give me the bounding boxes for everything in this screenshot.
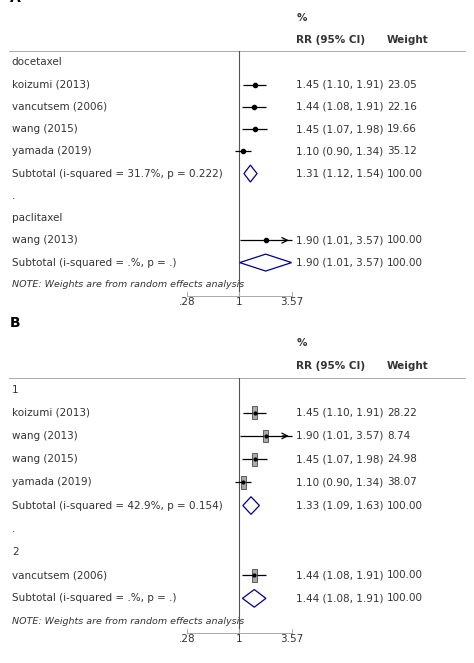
Text: %: %	[296, 338, 307, 348]
Text: wang (2015): wang (2015)	[12, 454, 78, 464]
Text: paclitaxel: paclitaxel	[12, 213, 62, 223]
Text: 1.45 (1.07, 1.98): 1.45 (1.07, 1.98)	[296, 454, 383, 464]
Text: 100.00: 100.00	[387, 501, 423, 511]
Text: wang (2013): wang (2013)	[12, 235, 78, 245]
Text: .: .	[12, 191, 15, 201]
Text: Weight: Weight	[387, 35, 429, 45]
Text: 1.44 (1.08, 1.91): 1.44 (1.08, 1.91)	[296, 593, 383, 603]
Text: 2: 2	[12, 547, 18, 557]
Text: 1.45 (1.10, 1.91): 1.45 (1.10, 1.91)	[296, 80, 383, 90]
Text: 1.10 (0.90, 1.34): 1.10 (0.90, 1.34)	[296, 477, 383, 487]
Text: .28: .28	[179, 634, 195, 644]
Text: 1.10 (0.90, 1.34): 1.10 (0.90, 1.34)	[296, 147, 383, 156]
Text: A: A	[9, 0, 20, 5]
Text: 1.90 (1.01, 3.57): 1.90 (1.01, 3.57)	[296, 235, 383, 245]
Text: 1.44 (1.08, 1.91): 1.44 (1.08, 1.91)	[296, 570, 383, 580]
Text: 28.22: 28.22	[387, 408, 417, 418]
Text: wang (2015): wang (2015)	[12, 124, 78, 134]
Text: 1.45 (1.10, 1.91): 1.45 (1.10, 1.91)	[296, 408, 383, 418]
Text: 19.66: 19.66	[387, 124, 417, 134]
Text: vancutsem (2006): vancutsem (2006)	[12, 570, 107, 580]
Text: 1: 1	[236, 634, 243, 644]
Text: NOTE: Weights are from random effects analysis: NOTE: Weights are from random effects an…	[12, 280, 244, 289]
Text: 1: 1	[236, 297, 243, 307]
Text: 23.05: 23.05	[387, 80, 417, 90]
Text: 38.07: 38.07	[387, 477, 417, 487]
Text: 1.90 (1.01, 3.57): 1.90 (1.01, 3.57)	[296, 258, 383, 268]
Text: koizumi (2013): koizumi (2013)	[12, 80, 90, 90]
Text: .28: .28	[179, 297, 195, 307]
Text: 3.57: 3.57	[280, 297, 303, 307]
Text: Subtotal (i-squared = .%, p = .): Subtotal (i-squared = .%, p = .)	[12, 258, 176, 268]
Text: 100.00: 100.00	[387, 570, 423, 580]
Text: Subtotal (i-squared = 42.9%, p = 0.154): Subtotal (i-squared = 42.9%, p = 0.154)	[12, 501, 222, 511]
Text: koizumi (2013): koizumi (2013)	[12, 408, 90, 418]
Text: 100.00: 100.00	[387, 235, 423, 245]
Text: 1.31 (1.12, 1.54): 1.31 (1.12, 1.54)	[296, 168, 384, 178]
Text: vancutsem (2006): vancutsem (2006)	[12, 102, 107, 112]
Text: Weight: Weight	[387, 361, 429, 371]
Text: 3.57: 3.57	[280, 634, 303, 644]
Text: 100.00: 100.00	[387, 593, 423, 603]
Text: 1: 1	[12, 385, 18, 394]
Text: %: %	[296, 13, 307, 23]
Text: Subtotal (i-squared = .%, p = .): Subtotal (i-squared = .%, p = .)	[12, 593, 176, 603]
Text: 1.90 (1.01, 3.57): 1.90 (1.01, 3.57)	[296, 431, 383, 441]
Text: wang (2013): wang (2013)	[12, 431, 78, 441]
Text: 22.16: 22.16	[387, 102, 417, 112]
Text: 24.98: 24.98	[387, 454, 417, 464]
Text: 35.12: 35.12	[387, 147, 417, 156]
Text: Subtotal (i-squared = 31.7%, p = 0.222): Subtotal (i-squared = 31.7%, p = 0.222)	[12, 168, 222, 178]
Text: 1.44 (1.08, 1.91): 1.44 (1.08, 1.91)	[296, 102, 383, 112]
Text: 8.74: 8.74	[387, 431, 410, 441]
Text: NOTE: Weights are from random effects analysis: NOTE: Weights are from random effects an…	[12, 617, 244, 626]
Text: RR (95% CI): RR (95% CI)	[296, 361, 365, 371]
Text: 1.45 (1.07, 1.98): 1.45 (1.07, 1.98)	[296, 124, 383, 134]
Text: 100.00: 100.00	[387, 168, 423, 178]
Text: 1.33 (1.09, 1.63): 1.33 (1.09, 1.63)	[296, 501, 383, 511]
Text: B: B	[9, 316, 20, 330]
Text: yamada (2019): yamada (2019)	[12, 147, 91, 156]
Text: yamada (2019): yamada (2019)	[12, 477, 91, 487]
Text: .: .	[12, 524, 15, 534]
Text: 100.00: 100.00	[387, 258, 423, 268]
Text: RR (95% CI): RR (95% CI)	[296, 35, 365, 45]
Text: docetaxel: docetaxel	[12, 57, 63, 67]
